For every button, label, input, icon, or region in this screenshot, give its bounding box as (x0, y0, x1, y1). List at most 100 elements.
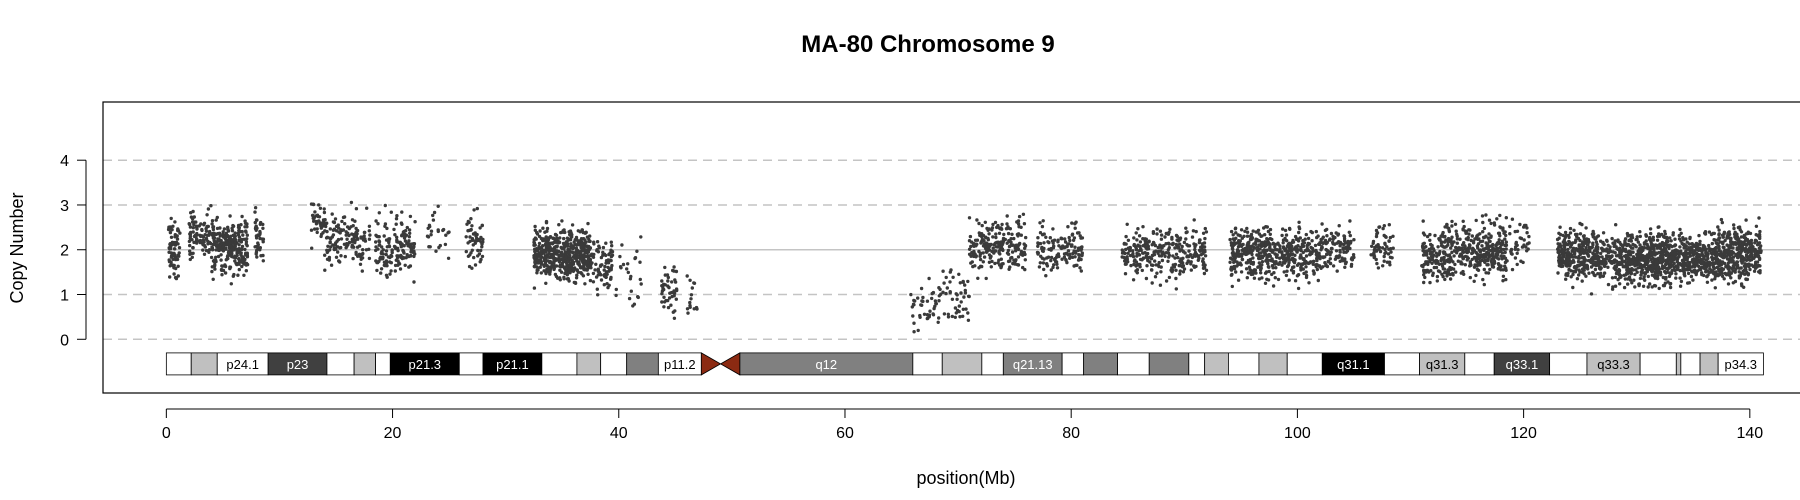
data-point (1134, 231, 1138, 235)
data-point (1017, 214, 1022, 219)
data-point (1686, 260, 1690, 264)
data-point (1428, 232, 1432, 237)
data-point (550, 254, 554, 258)
data-point (1070, 232, 1075, 236)
data-point (1080, 236, 1085, 240)
data-point (1204, 268, 1209, 272)
data-point (322, 207, 326, 211)
data-point (1599, 271, 1603, 275)
data-point (1257, 256, 1261, 261)
data-point (1253, 268, 1258, 272)
data-point (226, 234, 230, 238)
data-point (955, 297, 959, 301)
data-point (961, 280, 965, 284)
data-point (1569, 275, 1573, 279)
data-point (1603, 249, 1608, 253)
data-point (1228, 260, 1232, 264)
data-point (320, 222, 324, 226)
data-point (1584, 226, 1588, 230)
data-point (402, 251, 406, 255)
data-point (663, 273, 667, 277)
data-point (1518, 222, 1522, 227)
data-point (1743, 236, 1748, 240)
data-point (1257, 232, 1262, 236)
data-point (628, 277, 633, 281)
data-point (1624, 249, 1629, 254)
data-point (686, 311, 690, 315)
data-point (1638, 243, 1642, 247)
data-point (1487, 239, 1492, 243)
data-point (240, 260, 244, 264)
data-point (1749, 238, 1754, 243)
data-point (478, 226, 482, 230)
data-point (1573, 255, 1578, 259)
data-point (1586, 243, 1590, 247)
data-point (580, 272, 584, 276)
data-point (339, 254, 343, 258)
data-point (591, 271, 596, 276)
data-point (1046, 240, 1050, 244)
data-point (568, 263, 572, 268)
data-point (1144, 254, 1149, 258)
data-point (1613, 251, 1617, 255)
data-point (663, 283, 667, 287)
data-point (1442, 267, 1447, 271)
data-point (397, 261, 401, 265)
data-point (253, 245, 257, 249)
data-point (177, 254, 181, 258)
data-point (242, 237, 246, 241)
data-point (388, 272, 392, 276)
data-point (214, 243, 219, 247)
data-point (1132, 236, 1136, 240)
data-point (472, 255, 476, 260)
data-point (597, 270, 602, 275)
data-point (977, 221, 981, 226)
data-point (1167, 275, 1172, 280)
data-point (1706, 273, 1710, 277)
data-point (1503, 237, 1507, 241)
data-point (1681, 236, 1685, 240)
data-point (1274, 266, 1278, 270)
data-point (593, 268, 597, 272)
data-point (1461, 255, 1465, 260)
data-point (1690, 242, 1694, 246)
data-point (1642, 246, 1647, 250)
data-point (396, 240, 401, 244)
data-point (1173, 246, 1177, 250)
data-point (1504, 240, 1509, 244)
data-point (1627, 251, 1631, 255)
data-point (1655, 274, 1660, 278)
data-point (427, 245, 431, 249)
data-point (221, 230, 225, 234)
data-point (1670, 268, 1674, 273)
data-point (1049, 248, 1053, 252)
data-point (1174, 233, 1179, 238)
data-point (1314, 229, 1319, 234)
data-point (212, 264, 217, 268)
data-point (1010, 232, 1014, 236)
data-point (237, 235, 242, 239)
data-point (1651, 235, 1656, 239)
data-point (226, 225, 230, 229)
data-point (1618, 282, 1622, 286)
data-point (1274, 255, 1279, 259)
data-point (1295, 263, 1300, 267)
data-point (1159, 270, 1163, 274)
data-point (1635, 252, 1639, 257)
data-point (535, 232, 540, 236)
data-point (1185, 254, 1190, 258)
data-point (1472, 279, 1476, 283)
data-point (587, 239, 591, 243)
data-point (1203, 236, 1207, 241)
data-point (1678, 284, 1683, 288)
data-point (1673, 243, 1678, 247)
data-point (576, 270, 580, 274)
data-point (1447, 229, 1452, 234)
data-point (1137, 253, 1142, 257)
data-point (1454, 270, 1458, 274)
data-point (1168, 227, 1172, 231)
data-point (1388, 255, 1393, 259)
data-point (551, 236, 555, 240)
data-point (1228, 256, 1233, 260)
data-point (1671, 256, 1675, 261)
